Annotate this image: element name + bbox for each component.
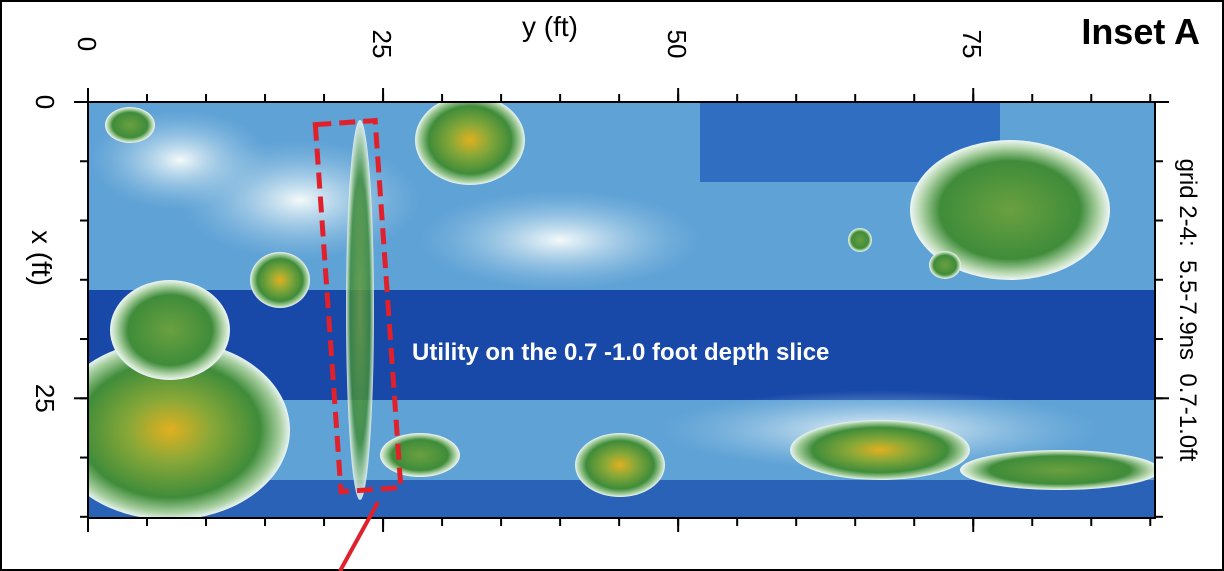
annotation: Utility on the 0.7 -1.0 foot depth slice	[412, 339, 829, 366]
top-tick-label: 0	[72, 37, 102, 51]
left-axis-label: x (ft)	[26, 230, 57, 286]
side-label: grid 2-4: 5.5-7.9ns 0.7-1.0ft	[1174, 159, 1201, 462]
top-axis-label: y (ft)	[522, 11, 578, 42]
top-tick-label: 50	[662, 30, 692, 59]
depth-slice	[50, 95, 1160, 520]
left-tick-label: 0	[30, 95, 60, 109]
top-tick-label: 25	[367, 30, 397, 59]
top-tick-label: 75	[957, 30, 987, 59]
figure: Inset A y (ft) x (ft) grid 2-4: 5.5-7.9n…	[0, 0, 1224, 571]
inset-title: Inset A	[1081, 11, 1200, 52]
left-tick-label: 25	[30, 384, 60, 413]
